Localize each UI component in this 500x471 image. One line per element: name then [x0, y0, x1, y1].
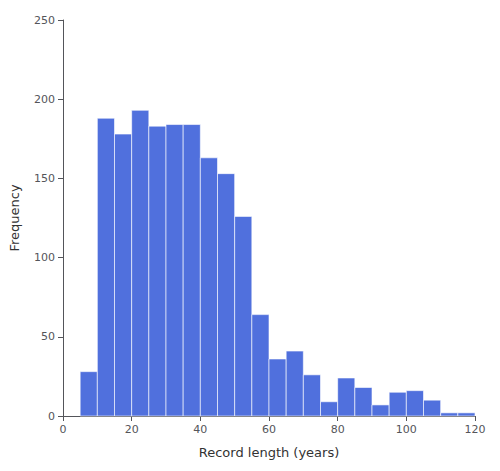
svg-text:150: 150 — [34, 172, 55, 185]
svg-text:100: 100 — [34, 251, 55, 264]
svg-text:50: 50 — [41, 330, 55, 343]
svg-text:60: 60 — [262, 423, 276, 436]
svg-text:200: 200 — [34, 93, 55, 106]
svg-text:0: 0 — [48, 410, 55, 423]
svg-text:250: 250 — [34, 14, 55, 27]
svg-text:120: 120 — [465, 423, 486, 436]
svg-text:Frequency: Frequency — [7, 184, 22, 251]
svg-text:40: 40 — [193, 423, 207, 436]
svg-text:20: 20 — [125, 423, 139, 436]
svg-text:0: 0 — [60, 423, 67, 436]
svg-text:100: 100 — [396, 423, 417, 436]
svg-text:Record length (years): Record length (years) — [199, 445, 340, 460]
svg-text:80: 80 — [331, 423, 345, 436]
